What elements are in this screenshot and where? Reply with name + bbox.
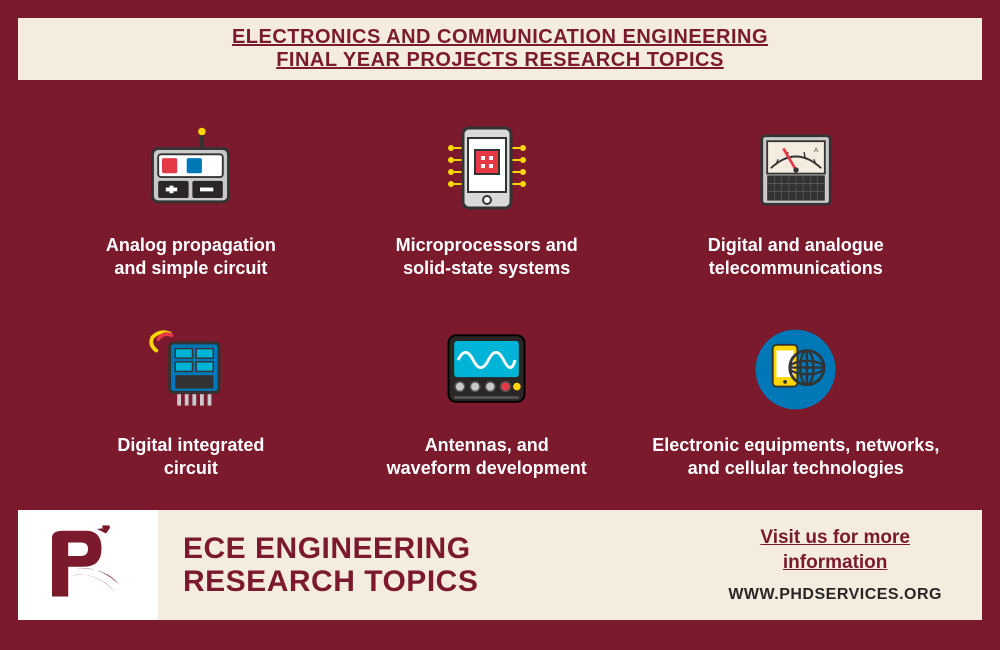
visit-link[interactable]: Visit us for more information xyxy=(728,526,942,575)
logo-box: S xyxy=(18,510,158,620)
title-bar: ELECTRONICS AND COMMUNICATION ENGINEERIN… xyxy=(18,18,982,80)
meter-icon: A xyxy=(746,120,846,220)
topic-label: Electronic equipments, networks, and cel… xyxy=(652,434,939,481)
integrated-circuit-icon xyxy=(141,320,241,420)
footer-title: ECE ENGINEERING RESEARCH TOPICS xyxy=(183,532,478,598)
footer-right: Visit us for more information WWW.PHDSER… xyxy=(728,526,942,603)
footer-url: WWW.PHDSERVICES.ORG xyxy=(728,586,942,604)
microprocessor-icon xyxy=(437,120,537,220)
network-globe-icon xyxy=(746,320,846,420)
topic-label: Analog propagation and simple circuit xyxy=(106,234,276,281)
topic-microprocessor: Microprocessors and solid-state systems xyxy=(354,110,620,290)
topic-networks-cellular: Electronic equipments, networks, and cel… xyxy=(650,310,942,490)
topic-label: Digital and analogue telecommunications xyxy=(708,234,884,281)
topic-label: Digital integrated circuit xyxy=(117,434,264,481)
topic-analog-circuit: Analog propagation and simple circuit xyxy=(58,110,324,290)
topic-antennas-waveform: Antennas, and waveform development xyxy=(354,310,620,490)
footer-main: ECE ENGINEERING RESEARCH TOPICS Visit us… xyxy=(158,510,982,620)
topic-label: Microprocessors and solid-state systems xyxy=(396,234,578,281)
topic-label: Antennas, and waveform development xyxy=(387,434,587,481)
topic-telecommunications: A Digital and analogue telecommunication… xyxy=(650,110,942,290)
circuit-board-icon xyxy=(141,120,241,220)
topics-grid: Analog propagation and simple circuit xyxy=(18,80,982,510)
footer: S ECE ENGINEERING RESEARCH TOPICS Visit … xyxy=(18,510,982,620)
phdservices-logo-icon: S xyxy=(33,520,143,610)
page-title-line2: FINAL YEAR PROJECTS RESEARCH TOPICS xyxy=(38,49,962,72)
oscilloscope-icon xyxy=(437,320,537,420)
topic-integrated-circuit: Digital integrated circuit xyxy=(58,310,324,490)
svg-text:S: S xyxy=(79,600,85,609)
page-title-line1: ELECTRONICS AND COMMUNICATION ENGINEERIN… xyxy=(38,26,962,49)
